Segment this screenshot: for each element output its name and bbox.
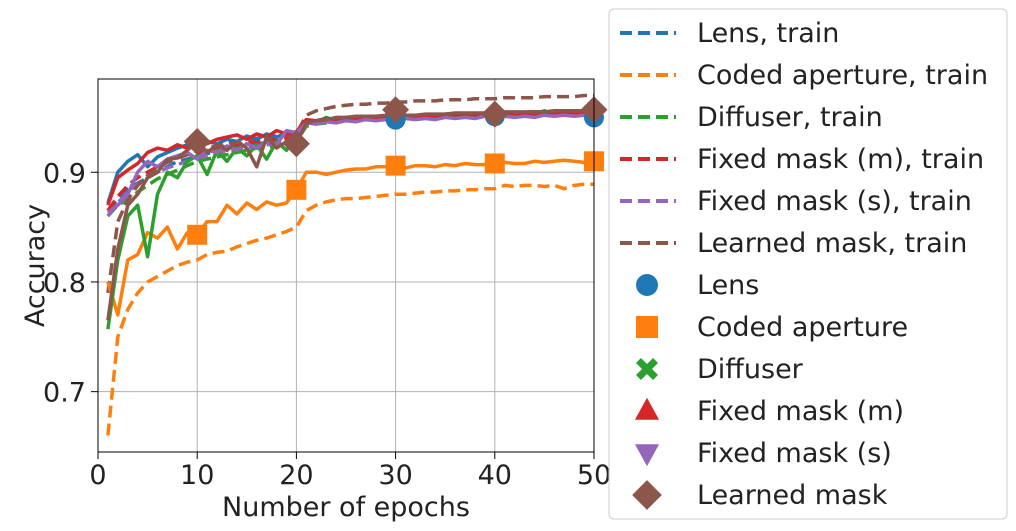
legend-label: Diffuser [697, 354, 804, 385]
x-tick-label: 30 [378, 460, 412, 491]
legend-item-lens: Lens [636, 270, 759, 301]
plot-area-frame [97, 78, 595, 453]
x-tick-label: 10 [180, 460, 214, 491]
marker-learned-mask [382, 96, 410, 124]
series-line-learned-mask-train [106, 93, 594, 294]
legend-swatch [636, 274, 658, 296]
grid [97, 79, 595, 452]
legend-label: Lens [697, 270, 759, 301]
legend-item-fixed-mask-s: Fixed mask (s) [634, 438, 892, 469]
legend-label: Fixed mask (s), train [697, 186, 972, 217]
legend-frame [608, 8, 1008, 520]
legend-item-fixed-mask-s-train: Fixed mask (s), train [620, 186, 972, 217]
series-line-lens-train [106, 110, 594, 212]
y-tick-label: 0.9 [43, 158, 86, 189]
series-line-fixed-mask-m-train [106, 109, 594, 212]
axis-ticks: 0 10 20 30 40 50 0.7 0.8 0.9 [43, 158, 611, 491]
marker-coded-aperture [187, 224, 208, 245]
legend-label: Fixed mask (m), train [697, 144, 984, 175]
series-line-coded-aperture-train [106, 182, 594, 436]
marker-learned-mask [481, 100, 509, 128]
legend-swatch [634, 397, 660, 420]
legend-swatch [636, 316, 658, 338]
x-tick-label: 20 [279, 460, 313, 491]
legend-item-learned-mask-train: Learned mask, train [620, 228, 967, 259]
y-axis-label: Accuracy [20, 204, 51, 327]
legend-label: Lens, train [697, 18, 839, 49]
series-line-learned-mask [106, 107, 594, 321]
marker-coded-aperture [385, 155, 406, 176]
series-markers [183, 96, 608, 245]
marker-learned-mask [282, 130, 310, 158]
x-axis-label: Number of epochs [222, 492, 470, 523]
legend-item-lens-train: Lens, train [620, 18, 839, 49]
legend-label: Fixed mask (m) [697, 396, 904, 427]
legend-item-fixed-mask-m: Fixed mask (m) [634, 396, 904, 427]
legend: Lens, train Coded aperture, train Diffuser… [608, 8, 1008, 520]
legend-item-fixed-mask-m-train: Fixed mask (m), train [620, 144, 984, 175]
legend-item-diffuser: Diffuser [636, 354, 804, 385]
x-tick-label: 40 [478, 460, 512, 491]
y-tick-label: 0.8 [43, 268, 86, 299]
marker-coded-aperture [286, 179, 307, 200]
legend-item-learned-mask: Learned mask [632, 480, 888, 511]
legend-label: Diffuser, train [697, 102, 883, 133]
series-line-fixed-mask-s [106, 113, 594, 215]
marker-coded-aperture [484, 153, 505, 174]
series-line-coded-aperture [106, 158, 594, 317]
legend-label: Coded aperture [697, 312, 908, 343]
x-tick-label: 0 [89, 460, 106, 491]
legend-swatch [632, 480, 662, 510]
legend-label: Learned mask [697, 480, 888, 511]
marker-learned-mask [183, 128, 211, 156]
legend-label: Learned mask, train [697, 228, 967, 259]
legend-label: Coded aperture, train [697, 60, 988, 91]
series-line-diffuser [106, 109, 594, 330]
series-lines [106, 93, 594, 436]
legend-swatch [636, 358, 658, 380]
legend-label: Fixed mask (s) [697, 438, 892, 469]
legend-item-coded-aperture-train: Coded aperture, train [620, 60, 988, 91]
legend-item-coded-aperture: Coded aperture [636, 312, 908, 343]
x-tick-label: 50 [577, 460, 611, 491]
legend-swatch [634, 444, 660, 467]
legend-item-diffuser-train: Diffuser, train [620, 102, 883, 133]
y-tick-label: 0.7 [43, 378, 86, 409]
